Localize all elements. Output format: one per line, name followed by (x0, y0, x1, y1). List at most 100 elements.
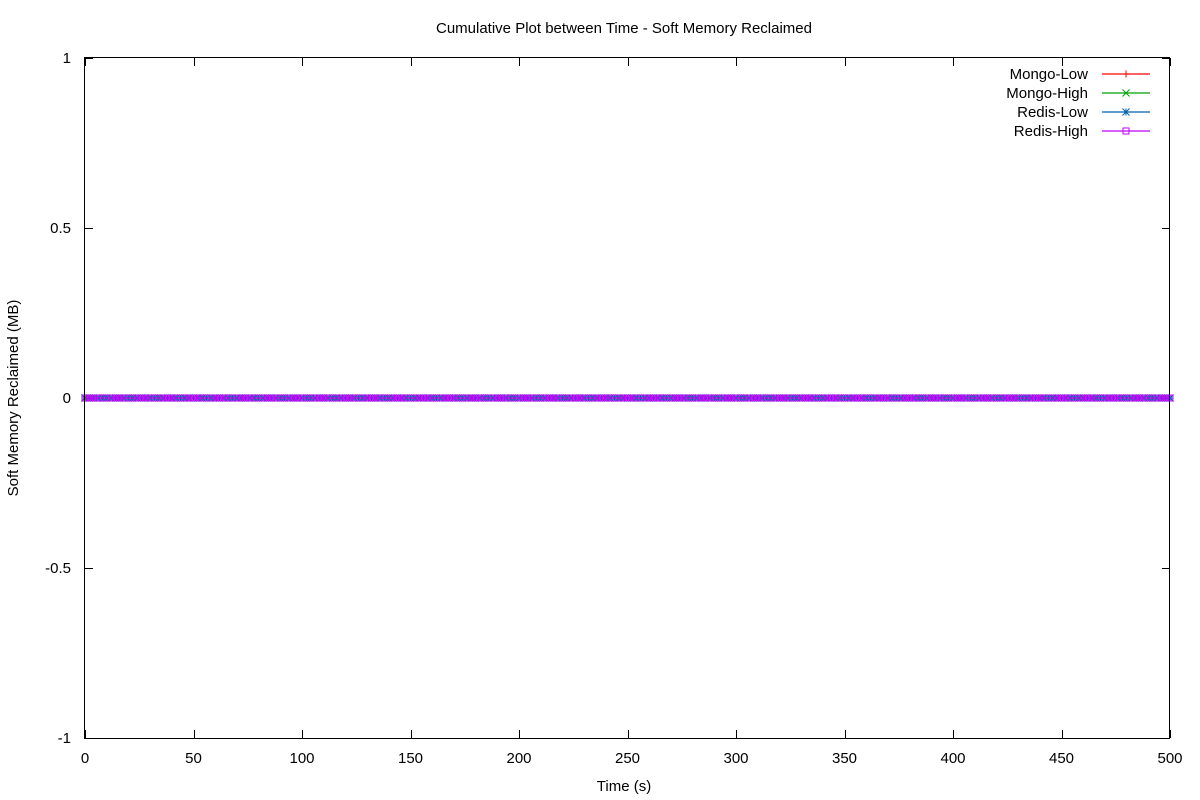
data-point (650, 394, 658, 402)
data-point (576, 394, 584, 402)
data-point (914, 394, 922, 402)
legend-item: Mongo-Low (1010, 66, 1150, 83)
data-point (680, 394, 688, 402)
data-point (1040, 394, 1048, 402)
data-point (975, 394, 983, 402)
data-point (242, 394, 250, 402)
data-point (823, 394, 831, 402)
data-point (858, 394, 866, 402)
data-point (628, 394, 636, 402)
data-point (545, 394, 553, 402)
data-point (163, 394, 171, 402)
data-point (919, 394, 927, 402)
data-point (155, 394, 163, 402)
data-point (584, 394, 592, 402)
data-point (341, 394, 349, 402)
data-point (389, 394, 397, 402)
data-point (849, 394, 857, 402)
data-point (233, 394, 241, 402)
data-point (1075, 394, 1083, 402)
data-point (1066, 394, 1074, 402)
data-point (1110, 394, 1118, 402)
data-point (1105, 394, 1113, 402)
data-point (736, 394, 744, 402)
data-point (854, 394, 862, 402)
data-point (654, 394, 662, 402)
data-point (428, 394, 436, 402)
data-point (997, 394, 1005, 402)
data-point (541, 394, 549, 402)
data-point (754, 394, 762, 402)
data-point (867, 394, 875, 402)
data-point (320, 394, 328, 402)
legend-label: Redis-High (1014, 123, 1088, 140)
data-point (728, 394, 736, 402)
data-point (567, 394, 575, 402)
data-point (906, 394, 914, 402)
data-point (741, 394, 749, 402)
data-point (554, 394, 562, 402)
data-point (580, 394, 588, 402)
data-point (372, 394, 380, 402)
data-point (984, 394, 992, 402)
data-point (1088, 394, 1096, 402)
data-point (1079, 394, 1087, 402)
data-point (945, 394, 953, 402)
data-point (1084, 394, 1092, 402)
data-point (875, 394, 883, 402)
data-point (433, 394, 441, 402)
x-tick-label: 0 (81, 750, 89, 767)
data-point (706, 394, 714, 402)
data-point (597, 394, 605, 402)
y-tick-label: -0.5 (45, 560, 71, 577)
legend-label: Mongo-Low (1010, 66, 1089, 83)
data-point (749, 394, 757, 402)
x-tick-label: 300 (723, 750, 748, 767)
data-point (237, 394, 245, 402)
data-point (819, 394, 827, 402)
data-point (203, 394, 211, 402)
data-point (489, 394, 497, 402)
data-point (771, 394, 779, 402)
data-point (537, 394, 545, 402)
data-point (884, 394, 892, 402)
data-point (632, 394, 640, 402)
data-point (150, 394, 158, 402)
data-point (923, 394, 931, 402)
data-point (624, 394, 631, 402)
data-point (480, 394, 488, 402)
data-point (337, 394, 345, 402)
data-point (511, 394, 519, 402)
data-point (90, 394, 98, 402)
data-point (645, 394, 653, 402)
chart-title: Cumulative Plot between Time - Soft Memo… (436, 20, 812, 37)
data-point (298, 394, 306, 402)
data-point (302, 394, 310, 402)
data-point (346, 394, 354, 402)
data-point (788, 394, 796, 402)
data-point (146, 394, 154, 402)
data-point (493, 394, 501, 402)
legend-swatch-marker (1122, 108, 1130, 116)
data-point (506, 394, 514, 402)
data-point (932, 394, 940, 402)
data-point (176, 394, 184, 402)
data-point (827, 394, 835, 402)
data-point (897, 394, 905, 402)
data-point (615, 394, 623, 402)
data-point (663, 394, 671, 402)
data-point (181, 394, 189, 402)
data-point (893, 394, 901, 402)
data-point (194, 394, 202, 402)
data-point (285, 394, 293, 402)
data-point (832, 394, 840, 402)
data-point (107, 394, 115, 402)
data-point (498, 394, 506, 402)
data-point (367, 394, 375, 402)
data-point (667, 394, 675, 402)
x-tick-label: 50 (185, 750, 202, 767)
data-point (558, 394, 566, 402)
data-point (758, 394, 766, 402)
data-point (472, 394, 480, 402)
data-point (159, 394, 167, 402)
